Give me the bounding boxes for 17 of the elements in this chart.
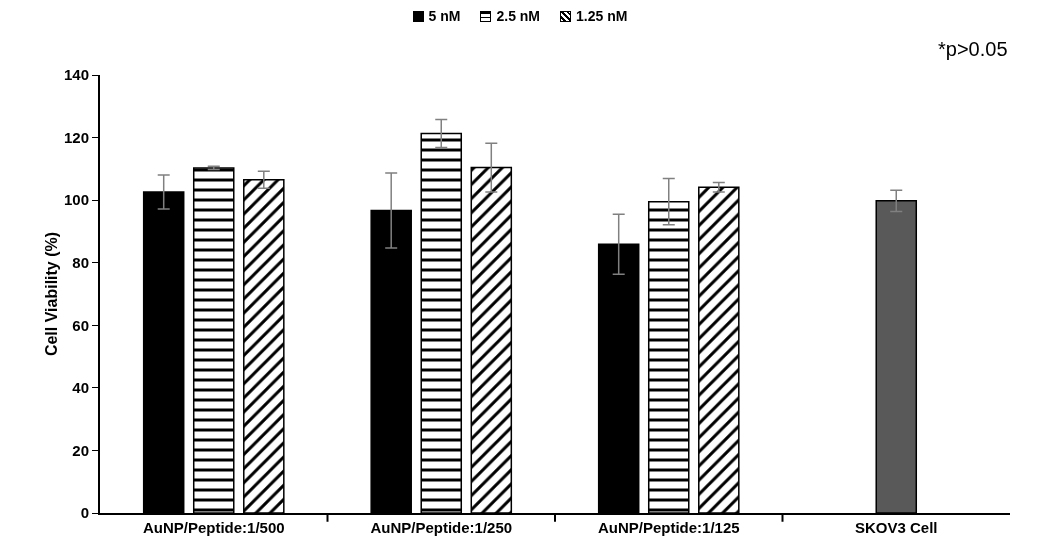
x-tick-label: AuNP/Peptide:1/250 [370, 519, 513, 536]
y-tick-label: 80 [72, 253, 89, 271]
x-tick-label: SKOV3 Cell [854, 519, 938, 536]
x-tick-label: AuNP/Peptide:1/500 [142, 519, 285, 536]
legend-label: 5 nM [428, 8, 461, 24]
y-tick-label: 20 [72, 441, 89, 459]
y-axis-title: Cell Viability (%) [43, 231, 60, 357]
legend-label: 1.25 nM [576, 8, 628, 24]
y-tick-label: 120 [63, 128, 89, 146]
y-tick-label: 60 [72, 316, 89, 334]
y-tick-label: 0 [80, 504, 89, 522]
text: *p>0.05 [938, 38, 1008, 60]
x-tick-label: AuNP/Peptide:1/125 [597, 519, 740, 536]
legend-label: 2.5 nM [496, 8, 541, 24]
y-tick-label: 100 [63, 191, 89, 209]
y-tick-label: 40 [72, 379, 89, 397]
y-tick-label: 140 [63, 66, 89, 84]
